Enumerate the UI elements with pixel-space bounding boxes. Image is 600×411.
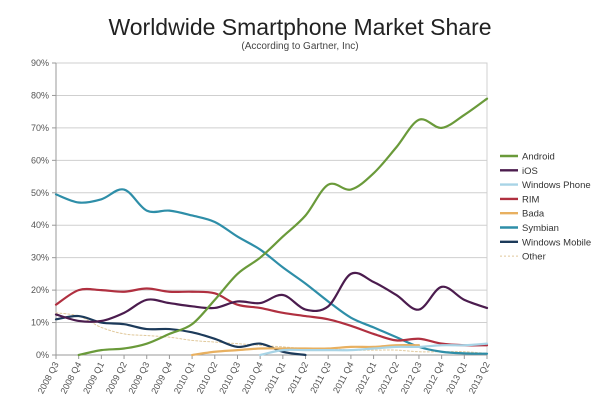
- y-tick-label: 80%: [31, 90, 49, 100]
- legend-label: Bada: [522, 209, 545, 220]
- chart-title: Worldwide Smartphone Market Share: [108, 14, 492, 40]
- y-tick-label: 50%: [31, 188, 49, 198]
- x-tick-label: 2013 Q1: [444, 360, 469, 395]
- y-tick-label: 30%: [31, 253, 49, 263]
- x-tick-label: 2011 Q2: [286, 360, 311, 395]
- x-tick-label: 2011 Q3: [308, 360, 333, 395]
- x-tick-label: 2012 Q2: [376, 360, 401, 395]
- series-line-ios: [54, 271, 489, 323]
- y-tick-label: 70%: [31, 123, 49, 133]
- legend-item-bada: Bada: [500, 209, 545, 220]
- series-line-other: [55, 312, 488, 354]
- y-tick-label: 40%: [31, 220, 49, 230]
- legend-label: Other: [522, 252, 546, 263]
- y-tick-label: 10%: [31, 318, 49, 328]
- y-tick-label: 20%: [31, 285, 49, 295]
- legend-label: Windows Phone: [522, 180, 591, 191]
- x-tick-label: 2012 Q1: [353, 360, 378, 395]
- legend-label: iOS: [522, 166, 538, 177]
- legend-label: Android: [522, 152, 555, 163]
- legend-item-symbian: Symbian: [500, 223, 559, 234]
- legend-item-ios: iOS: [500, 166, 538, 177]
- x-tick-label: 2010 Q1: [172, 360, 197, 395]
- legend-item-other: Other: [500, 252, 546, 263]
- legend-label: Windows Mobile: [522, 237, 591, 248]
- x-tick-label: 2010 Q4: [240, 360, 265, 395]
- x-tick-label: 2009 Q4: [149, 360, 174, 395]
- legend-item-android: Android: [500, 152, 555, 163]
- x-tick-label: 2012 Q3: [399, 360, 424, 395]
- series-line-rim: [54, 287, 489, 347]
- x-tick-label: 2012 Q4: [421, 360, 446, 395]
- x-tick-label: 2009 Q2: [104, 360, 129, 395]
- y-axis: 0% 10% 20% 30% 40% 50% 60% 70% 80% 90%: [31, 58, 57, 360]
- x-tick-label: 2010 Q3: [217, 360, 242, 395]
- series-lines: [54, 97, 489, 357]
- x-tick-label: 2009 Q1: [81, 360, 106, 395]
- x-tick-label: 2009 Q3: [126, 360, 151, 395]
- chart-subtitle: (According to Gartner, Inc): [241, 41, 359, 52]
- legend-item-windows-mobile: Windows Mobile: [500, 237, 591, 248]
- x-tick-label: 2011 Q1: [263, 360, 288, 395]
- legend-item-windows-phone: Windows Phone: [500, 180, 591, 191]
- legend-item-rim: RIM: [500, 194, 540, 205]
- y-tick-label: 0%: [36, 350, 49, 360]
- y-tick-label: 90%: [31, 58, 49, 68]
- y-tick-label: 60%: [31, 155, 49, 165]
- x-tick-label: 2008 Q4: [58, 360, 83, 395]
- x-tick-label: 2008 Q3: [36, 360, 61, 395]
- series-line-android: [77, 97, 489, 357]
- series-line-symbian: [54, 188, 489, 355]
- legend-label: Symbian: [522, 223, 559, 234]
- x-tick-label: 2011 Q4: [331, 360, 356, 395]
- legend: Android iOS Windows Phone RIM Bada Symbian Win…: [500, 152, 591, 263]
- legend-label: RIM: [522, 194, 540, 205]
- x-tick-label: 2013 Q2: [467, 360, 492, 395]
- x-tick-label: 2010 Q2: [195, 360, 220, 395]
